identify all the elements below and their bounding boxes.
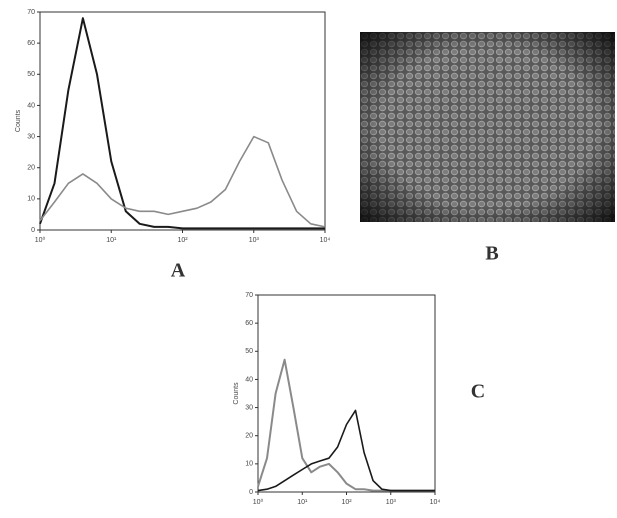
y-tick-label: 60 — [245, 320, 253, 327]
panel-label: B — [485, 243, 498, 265]
y-tick-label: 60 — [27, 40, 35, 47]
x-tick-label: 10² — [341, 499, 352, 506]
y-tick-label: 50 — [245, 348, 253, 355]
histogram-line — [39, 17, 325, 230]
x-tick-label: 10³ — [386, 499, 397, 506]
y-tick-label: 40 — [27, 102, 35, 109]
y-tick-label: 30 — [27, 133, 35, 140]
x-tick-label: 10¹ — [106, 237, 117, 244]
x-tick-label: 10¹ — [297, 499, 308, 506]
x-tick-label: 10² — [177, 237, 188, 244]
y-axis-label: Counts — [15, 109, 22, 132]
y-tick-label: 70 — [245, 292, 253, 299]
x-tick-label: 10⁴ — [320, 237, 331, 244]
panel-label: C — [471, 381, 485, 403]
histogram-line — [257, 409, 435, 492]
micrograph-vignette — [360, 32, 615, 222]
x-tick-label: 10³ — [249, 237, 260, 244]
plot-frame — [39, 11, 326, 231]
y-tick-label: 10 — [27, 196, 35, 203]
y-axis-label: Counts — [233, 382, 240, 405]
x-tick-label: 10⁴ — [430, 499, 441, 506]
y-tick-label: 50 — [27, 71, 35, 78]
histogram-line — [39, 135, 326, 228]
y-tick-label: 70 — [27, 9, 35, 16]
y-tick-label: 0 — [249, 489, 253, 496]
y-tick-label: 30 — [245, 404, 253, 411]
y-tick-label: 20 — [27, 165, 35, 172]
x-tick-label: 10⁰ — [35, 236, 46, 244]
y-tick-label: 40 — [245, 376, 253, 383]
y-tick-label: 20 — [245, 433, 253, 440]
x-tick-label: 10⁰ — [253, 498, 264, 506]
panel-label: A — [171, 260, 186, 282]
plot-frame — [257, 294, 436, 493]
y-tick-label: 10 — [245, 461, 253, 468]
y-tick-label: 0 — [31, 227, 35, 234]
